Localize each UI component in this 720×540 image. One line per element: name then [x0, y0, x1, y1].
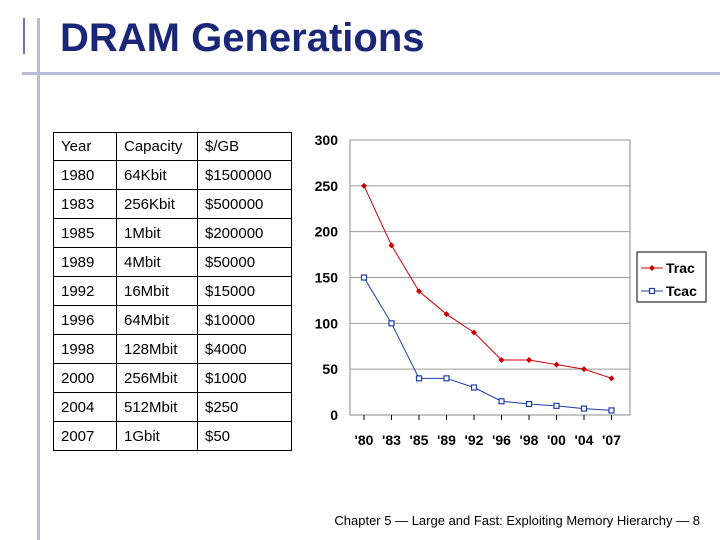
- cell-price: $1000: [197, 363, 292, 393]
- y-tick-label: 50: [322, 361, 338, 377]
- cell-capacity: 1Gbit: [116, 421, 198, 451]
- cell-price: $500000: [197, 189, 292, 219]
- data-point-tcac: [360, 274, 368, 281]
- decorative-accent-bar: [23, 18, 25, 54]
- x-tick-label: '92: [465, 432, 484, 448]
- table-row: 1985 1Mbit $200000: [53, 218, 292, 248]
- data-point-trac: [553, 361, 560, 368]
- dram-table: Year Capacity $/GB 1980 64Kbit $1500000 …: [53, 132, 292, 451]
- legend-marker-tcac: [648, 287, 656, 295]
- cell-price: $1500000: [197, 160, 292, 190]
- cell-capacity: 1Mbit: [116, 218, 198, 248]
- data-point-trac: [581, 366, 587, 373]
- series-line-tcac: [363, 277, 612, 411]
- x-tick-label: '00: [547, 432, 566, 448]
- decorative-horizontal-bar: [22, 72, 720, 75]
- table-row: 1998 128Mbit $4000: [53, 334, 292, 364]
- header-price: $/GB: [197, 132, 292, 161]
- slide-title: DRAM Generations: [60, 16, 425, 60]
- x-tick-label: '04: [575, 432, 594, 448]
- x-tick-label: '96: [492, 432, 511, 448]
- cell-capacity: 128Mbit: [116, 334, 198, 364]
- cell-year: 2004: [53, 392, 117, 422]
- y-tick-label: 100: [315, 315, 339, 331]
- cell-year: 1998: [53, 334, 117, 364]
- table-row: 1989 4Mbit $50000: [53, 247, 292, 277]
- dram-latency-chart: 0 50 100 150 200 250 300 '80 '83 '85 '89 '92 '96 '98 '…: [315, 132, 707, 448]
- cell-year: 1983: [53, 189, 117, 219]
- table-header-row: Year Capacity $/GB: [53, 132, 292, 161]
- table-row: 1996 64Mbit $10000: [53, 305, 292, 335]
- data-point-trac: [608, 375, 615, 382]
- cell-year: 1989: [53, 247, 117, 277]
- cell-price: $15000: [197, 276, 292, 306]
- x-tick-label: '98: [520, 432, 539, 448]
- cell-year: 1996: [53, 305, 117, 335]
- data-point-tcac: [553, 402, 560, 409]
- data-point-trac: [416, 288, 422, 295]
- cell-capacity: 16Mbit: [116, 276, 198, 306]
- legend-label-tcac: Tcac: [666, 283, 697, 299]
- cell-price: $200000: [197, 218, 292, 248]
- cell-price: $4000: [197, 334, 292, 364]
- series-line-trac: [363, 185, 612, 379]
- cell-price: $50000: [197, 247, 292, 277]
- table-row: 2004 512Mbit $250: [53, 392, 292, 422]
- x-tick-label: '85: [410, 432, 429, 448]
- header-capacity: Capacity: [116, 132, 198, 161]
- cell-price: $50: [197, 421, 292, 451]
- legend-label-trac: Trac: [666, 260, 695, 276]
- cell-year: 1980: [53, 160, 117, 190]
- x-tick-label: '80: [355, 432, 374, 448]
- decorative-vertical-bar: [37, 18, 40, 540]
- x-tick-label: '07: [602, 432, 621, 448]
- cell-year: 2007: [53, 421, 117, 451]
- data-point-tcac: [580, 405, 588, 412]
- data-point-trac: [526, 357, 532, 363]
- cell-year: 1992: [53, 276, 117, 306]
- table-row: 1983 256Kbit $500000: [53, 189, 292, 219]
- cell-capacity: 64Kbit: [116, 160, 198, 190]
- cell-capacity: 512Mbit: [116, 392, 198, 422]
- cell-year: 1985: [53, 218, 117, 248]
- data-point-tcac: [388, 320, 395, 327]
- cell-capacity: 256Kbit: [116, 189, 198, 219]
- y-tick-label: 250: [315, 178, 339, 194]
- y-tick-label: 300: [315, 132, 339, 148]
- table-row: 1980 64Kbit $1500000: [53, 160, 292, 190]
- slide-footer: Chapter 5 — Large and Fast: Exploiting M…: [334, 513, 700, 528]
- cell-year: 2000: [53, 363, 117, 393]
- data-point-tcac: [443, 375, 450, 382]
- data-point-tcac: [415, 375, 423, 382]
- table-row: 1992 16Mbit $15000: [53, 276, 292, 306]
- cell-capacity: 256Mbit: [116, 363, 198, 393]
- data-point-tcac: [608, 407, 615, 414]
- y-tick-label: 150: [315, 270, 339, 286]
- y-tick-label: 0: [330, 407, 338, 423]
- data-point-trac: [361, 182, 367, 189]
- cell-capacity: 4Mbit: [116, 247, 198, 277]
- data-point-trac: [388, 242, 395, 249]
- legend-marker-trac: [649, 265, 655, 271]
- y-tick-label: 200: [315, 224, 339, 240]
- cell-capacity: 64Mbit: [116, 305, 198, 335]
- header-year: Year: [53, 132, 117, 161]
- data-point-tcac: [470, 384, 478, 391]
- data-point-tcac: [525, 400, 533, 408]
- cell-price: $10000: [197, 305, 292, 335]
- x-tick-label: '89: [437, 432, 456, 448]
- legend-box: [636, 251, 707, 303]
- data-point-trac: [443, 311, 450, 318]
- table-row: 2007 1Gbit $50: [53, 421, 292, 451]
- data-point-trac: [471, 329, 477, 336]
- x-tick-label: '83: [382, 432, 401, 448]
- data-point-tcac: [498, 398, 505, 405]
- table-row: 2000 256Mbit $1000: [53, 363, 292, 393]
- cell-price: $250: [197, 392, 292, 422]
- data-point-trac: [498, 357, 505, 363]
